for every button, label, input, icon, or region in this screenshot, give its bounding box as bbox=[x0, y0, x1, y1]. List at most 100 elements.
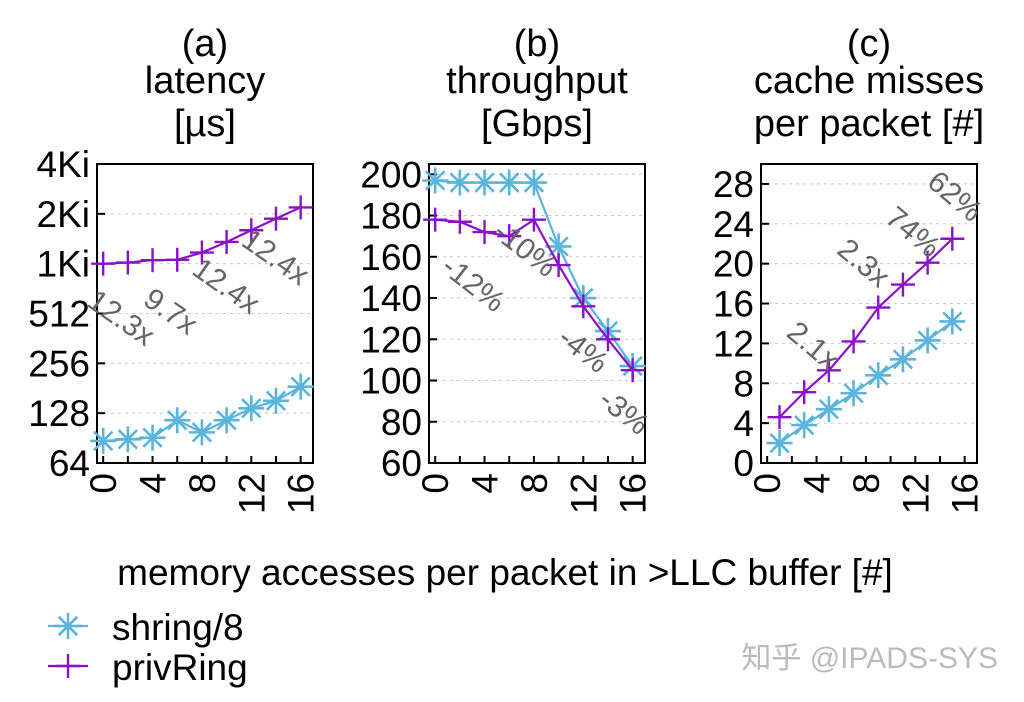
panel-label: (a) bbox=[182, 23, 228, 65]
data-point bbox=[262, 387, 289, 414]
data-point bbox=[841, 329, 866, 354]
data-point bbox=[521, 207, 546, 232]
x-tick-label: 8 bbox=[846, 473, 887, 494]
data-point bbox=[165, 247, 190, 272]
data-point bbox=[914, 327, 941, 354]
y-tick-label: 20 bbox=[713, 244, 754, 285]
data-point bbox=[90, 427, 117, 454]
data-point bbox=[239, 218, 264, 243]
data-point bbox=[890, 272, 915, 297]
plot-frame bbox=[96, 163, 314, 464]
data-point bbox=[140, 248, 165, 273]
panel-title-line: cache misses bbox=[754, 60, 984, 102]
y-tick-label: 4Ki bbox=[37, 144, 90, 185]
x-axis-label: memory accesses per packet in >LLC buffe… bbox=[117, 552, 893, 593]
chart-panel-b: (b)throughput[Gbps]608010012014016018020… bbox=[360, 23, 655, 514]
annotation-label: -12% bbox=[435, 250, 511, 319]
plot-frame bbox=[760, 163, 978, 464]
panel-label: (b) bbox=[514, 23, 560, 65]
x-tick-label: 8 bbox=[182, 473, 223, 494]
annotation-label: 62% bbox=[921, 165, 988, 229]
panel-title-line: [Gbps] bbox=[481, 103, 593, 145]
x-tick-label: 12 bbox=[563, 473, 604, 514]
data-point bbox=[496, 169, 523, 196]
y-tick-label: 512 bbox=[28, 294, 90, 335]
chart-panel-a: (a)latency[µs] 64 128 256 512 1Ki 2Ki 4Ki 0 4 8 12 1… bbox=[28, 23, 321, 514]
data-point bbox=[816, 358, 841, 383]
x-tick-label: 4 bbox=[465, 473, 506, 494]
data-point bbox=[91, 251, 116, 276]
data-point bbox=[114, 426, 141, 453]
y-tick-label: 180 bbox=[360, 196, 422, 237]
watermark-text: 知乎 @IPADS-SYS bbox=[741, 642, 998, 675]
data-point bbox=[189, 240, 214, 265]
data-point bbox=[263, 206, 288, 231]
data-point bbox=[866, 295, 891, 320]
data-point bbox=[287, 373, 314, 400]
y-tick-label: 4 bbox=[733, 403, 754, 444]
data-point bbox=[213, 407, 240, 434]
y-tick-label: 200 bbox=[360, 154, 422, 195]
x-tick-label: 4 bbox=[133, 473, 174, 494]
data-point bbox=[546, 253, 571, 278]
y-tick-label: 12 bbox=[713, 323, 754, 364]
data-point bbox=[214, 229, 239, 254]
data-point bbox=[865, 362, 892, 389]
data-point bbox=[497, 224, 522, 249]
series-line-privring bbox=[778, 237, 954, 418]
data-point bbox=[620, 358, 645, 383]
y-tick-label: 120 bbox=[360, 319, 422, 360]
annotation-label: 2.3x bbox=[831, 232, 896, 294]
data-point bbox=[188, 419, 215, 446]
x-tick-label: 0 bbox=[415, 473, 456, 494]
data-point bbox=[164, 407, 191, 434]
y-tick-label: 80 bbox=[381, 402, 422, 443]
data-point bbox=[520, 169, 547, 196]
data-point bbox=[423, 207, 448, 232]
panel-title-line: [µs] bbox=[174, 103, 236, 145]
y-tick-label: 64 bbox=[49, 443, 90, 484]
legend-label: shring/8 bbox=[112, 607, 244, 648]
panel-title-line: latency bbox=[145, 60, 265, 102]
data-point bbox=[446, 169, 473, 196]
data-point bbox=[595, 327, 620, 352]
data-point bbox=[115, 250, 140, 275]
x-tick-label: 12 bbox=[895, 473, 936, 514]
x-tick-label: 12 bbox=[231, 473, 272, 514]
data-point bbox=[766, 430, 793, 457]
y-tick-label: 160 bbox=[360, 237, 422, 278]
y-tick-label: 24 bbox=[713, 204, 754, 245]
data-point bbox=[940, 226, 965, 251]
x-tick-label: 16 bbox=[613, 473, 654, 514]
data-point bbox=[422, 167, 449, 194]
data-point bbox=[238, 395, 265, 422]
data-point bbox=[889, 346, 916, 373]
data-point bbox=[471, 169, 498, 196]
data-point bbox=[571, 294, 596, 319]
y-tick-label: 60 bbox=[381, 443, 422, 484]
panel-title-line: throughput bbox=[446, 60, 628, 102]
y-tick-label: 256 bbox=[28, 343, 90, 384]
x-tick-label: 16 bbox=[945, 473, 986, 514]
x-tick-label: 4 bbox=[797, 473, 838, 494]
panel-title-line: per packet [#] bbox=[754, 103, 984, 145]
panel-label: (c) bbox=[847, 23, 891, 65]
data-point bbox=[791, 412, 818, 439]
y-tick-label: 140 bbox=[360, 278, 422, 319]
data-point bbox=[288, 195, 313, 220]
data-point bbox=[767, 405, 792, 430]
x-tick-label: 16 bbox=[281, 473, 322, 514]
data-point bbox=[840, 380, 867, 407]
data-point bbox=[792, 380, 817, 405]
y-tick-label: 100 bbox=[360, 361, 422, 402]
y-tick-label: 128 bbox=[28, 393, 90, 434]
y-tick-label: 2Ki bbox=[37, 194, 90, 235]
data-point bbox=[815, 396, 842, 423]
y-tick-label: 28 bbox=[713, 164, 754, 205]
x-tick-label: 0 bbox=[747, 473, 788, 494]
x-tick-label: 8 bbox=[514, 473, 555, 494]
